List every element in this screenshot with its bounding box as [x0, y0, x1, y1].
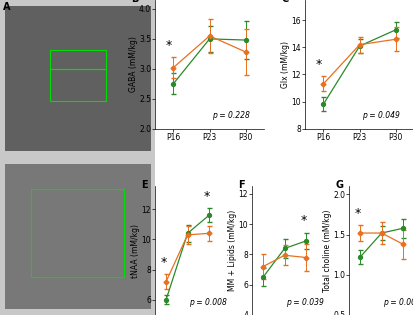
Text: *: *: [300, 215, 306, 227]
Y-axis label: Total choline (mM/kg): Total choline (mM/kg): [322, 209, 331, 292]
Text: *: *: [203, 190, 209, 203]
Text: G: G: [334, 180, 342, 190]
Text: E: E: [141, 180, 147, 190]
Text: p = 0.006: p = 0.006: [382, 298, 413, 307]
Text: *: *: [160, 256, 166, 269]
Y-axis label: GABA (mM/kg): GABA (mM/kg): [128, 36, 137, 92]
Text: C: C: [281, 0, 288, 3]
Text: *: *: [166, 39, 172, 52]
Text: A: A: [3, 2, 11, 12]
Bar: [50, 50, 105, 69]
Text: *: *: [315, 58, 321, 71]
Text: p = 0.049: p = 0.049: [361, 111, 399, 120]
Bar: [5, 6, 150, 151]
Text: B: B: [131, 0, 138, 3]
Text: p = 0.228: p = 0.228: [211, 111, 249, 120]
Bar: [31, 189, 124, 277]
Y-axis label: MM + Lipids (mM/kg): MM + Lipids (mM/kg): [228, 210, 237, 291]
Text: F: F: [237, 180, 244, 190]
Bar: [5, 164, 150, 309]
Y-axis label: Glx (mM/kg): Glx (mM/kg): [280, 41, 290, 88]
Y-axis label: tNAA (mM/kg): tNAA (mM/kg): [131, 224, 140, 278]
Text: p = 0.039: p = 0.039: [285, 298, 323, 307]
Text: p = 0.008: p = 0.008: [188, 298, 226, 307]
Bar: [50, 69, 105, 101]
Text: *: *: [354, 207, 360, 220]
